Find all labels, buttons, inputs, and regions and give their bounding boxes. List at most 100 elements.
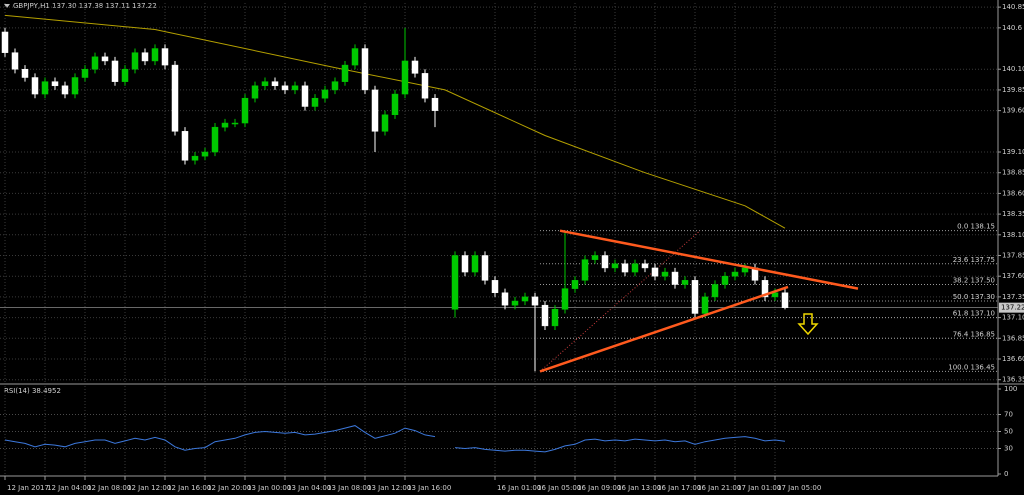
moving-average (4, 14, 786, 229)
candle-body (91, 56, 99, 70)
y-tick-label: 70 (1004, 411, 1013, 419)
x-tick-label: 17 Jan 01:00 (737, 484, 781, 492)
candle-body (81, 68, 89, 78)
x-tick-label: 16 Jan 01:00 (497, 484, 541, 492)
candle-body (111, 60, 119, 82)
candle-body (781, 292, 789, 308)
x-tick-label: 16 Jan 13:00 (617, 484, 661, 492)
x-tick-label: 12 Jan 04:00 (47, 484, 91, 492)
y-tick-label: 140.85 (1002, 3, 1024, 11)
fibo-label: 50.0 137.30 (953, 293, 995, 301)
candle-body (631, 263, 639, 273)
symbol-icon (4, 4, 10, 8)
candle-body (231, 122, 239, 125)
candle-body (641, 263, 649, 269)
candle-body (741, 267, 749, 273)
candle-body (281, 85, 289, 91)
candle-body (41, 81, 49, 95)
candle-body (711, 284, 719, 298)
y-tick-label: 137.60 (1002, 272, 1024, 280)
x-tick-label: 16 Jan 05:00 (537, 484, 581, 492)
y-tick-label: 139.60 (1002, 107, 1024, 115)
candle-body (151, 48, 159, 62)
fibo-trend (539, 230, 701, 372)
candle-body (451, 255, 459, 310)
x-tick-label: 12 Jan 08:00 (87, 484, 131, 492)
y-tick-label: 136.85 (1002, 334, 1024, 342)
sell-arrow (797, 313, 819, 336)
rsi-label: RSI(14) 38.4952 (4, 387, 61, 395)
candle-body (651, 267, 659, 277)
x-tick-label: 17 Jan 05:00 (777, 484, 821, 492)
candle-body (241, 97, 249, 124)
candle-body (771, 292, 779, 298)
candle-body (211, 126, 219, 153)
y-tick-label: 0 (1004, 470, 1008, 478)
candle-body (561, 288, 569, 310)
candle-body (431, 97, 439, 111)
y-tick-label: 140.10 (1002, 65, 1024, 73)
candle-body (201, 151, 209, 157)
x-tick-label: 13 Jan 04:00 (287, 484, 331, 492)
candle-body (381, 114, 389, 132)
candle-body (421, 73, 429, 99)
y-tick-label: 30 (1004, 445, 1013, 453)
x-tick-label: 13 Jan 00:00 (247, 484, 291, 492)
candle-body (521, 296, 529, 302)
candle-body (171, 64, 179, 132)
candle-body (301, 85, 309, 107)
rsi-line (4, 425, 786, 453)
candle-body (1, 31, 9, 53)
fibo-label: 38.2 137.50 (953, 276, 995, 284)
candle-body (721, 275, 729, 285)
candle-body (591, 255, 599, 260)
y-tick-label: 50 (1004, 428, 1013, 436)
x-tick-label: 12 Jan 2017 (7, 484, 49, 492)
candle-body (401, 60, 409, 95)
candle-body (581, 259, 589, 281)
y-tick-label: 138.10 (1002, 231, 1024, 239)
y-tick-label: 139.85 (1002, 86, 1024, 94)
y-tick-label: 138.60 (1002, 189, 1024, 197)
candle-body (321, 89, 329, 99)
y-tick-label: 136.35 (1002, 376, 1024, 384)
candle-body (761, 280, 769, 298)
candle-body (311, 97, 319, 107)
candle-body (61, 85, 69, 95)
fibo-label: 0.0 138.15 (957, 223, 995, 231)
fibo-label: 61.8 137.10 (953, 310, 995, 318)
candle-body (141, 52, 149, 62)
candle-body (571, 280, 579, 289)
candle-body (191, 155, 199, 161)
candle-body (491, 280, 499, 294)
candle-body (481, 255, 489, 281)
candle-body (121, 68, 129, 82)
candle-body (671, 271, 679, 285)
candle-body (131, 52, 139, 70)
x-tick-label: 13 Jan 12:00 (367, 484, 411, 492)
fibo-label: 100.0 136.45 (948, 363, 995, 371)
current-price-box (999, 302, 1024, 313)
candle-body (341, 64, 349, 82)
x-tick-label: 12 Jan 20:00 (207, 484, 251, 492)
y-tick-label: 136.60 (1002, 355, 1024, 363)
candle-body (681, 280, 689, 285)
candle-body (101, 56, 109, 62)
y-tick-label: 137.85 (1002, 252, 1024, 260)
candle-body (661, 271, 669, 277)
x-tick-label: 12 Jan 12:00 (127, 484, 171, 492)
candle-body (551, 309, 559, 327)
y-tick-label: 138.35 (1002, 210, 1024, 218)
candle-body (351, 48, 359, 66)
candle-body (291, 85, 299, 91)
candle-body (11, 52, 19, 70)
candle-body (611, 263, 619, 269)
y-tick-label: 137.35 (1002, 293, 1024, 301)
current-price-label: 137.22 (1001, 304, 1024, 312)
candle-body (331, 81, 339, 91)
candle-body (511, 300, 519, 306)
candle-body (691, 280, 699, 314)
candle-body (731, 271, 739, 277)
